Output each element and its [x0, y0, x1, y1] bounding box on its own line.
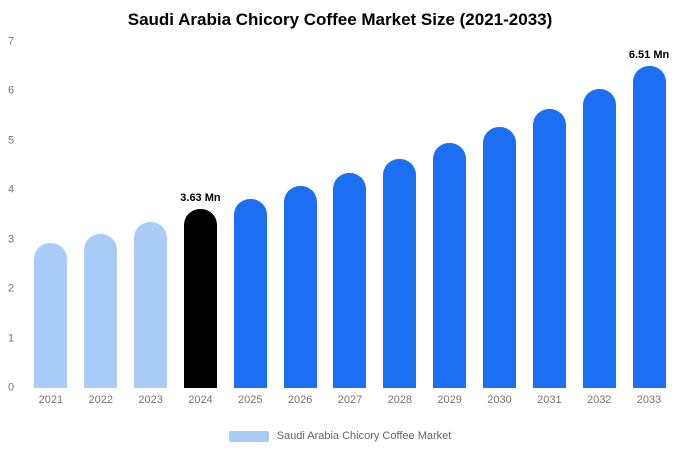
- bar-column-2033: 6.51 Mn: [624, 42, 674, 388]
- x-tick-label-2027: 2027: [337, 394, 363, 406]
- bar-2032: [582, 88, 616, 388]
- x-tick-label-2029: 2029: [437, 394, 462, 406]
- chart-title: Saudi Arabia Chicory Coffee Market Size …: [127, 10, 553, 29]
- bar-column-2024: 3.63 Mn: [176, 42, 226, 388]
- y-tick-label-4: 4: [8, 183, 15, 196]
- bar-2022: [84, 233, 118, 388]
- y-tick-label-6: 6: [8, 84, 15, 97]
- y-tick-label-5: 5: [8, 134, 15, 147]
- bar-column-2026: [275, 42, 325, 388]
- bar-2027: [333, 173, 367, 388]
- y-tick-label-7: 7: [8, 35, 15, 48]
- bar-column-2032: [574, 42, 624, 388]
- x-tick-label-2032: 2032: [586, 394, 612, 406]
- y-tick-label-1: 1: [8, 332, 15, 345]
- bar-column-2025: [225, 42, 275, 388]
- y-tick-label-0: 0: [8, 381, 15, 394]
- bar-column-2029: [425, 42, 475, 388]
- x-tick-label-2023: 2023: [138, 394, 163, 406]
- x-axis: 2021 2022 2023 2024 2025 2026 2027 2028 2029 2030…: [26, 394, 674, 406]
- x-tick-label-2033: 2033: [636, 394, 662, 406]
- bar-column-2027: [325, 42, 375, 388]
- legend[interactable]: Saudi Arabia Chicory Coffee Market: [0, 430, 680, 442]
- y-tick-label-3: 3: [8, 233, 15, 246]
- bar-2025: [233, 199, 267, 388]
- y-axis: 0 1 2 3 4 5 6 7: [0, 36, 22, 393]
- x-tick-label-2021: 2021: [38, 394, 64, 406]
- plot-area: 3.63 Mn 6.51 Mn: [26, 42, 674, 388]
- x-tick-label-2030: 2030: [487, 394, 512, 406]
- x-tick-label-2028: 2028: [387, 394, 413, 406]
- bar-2033: [632, 66, 666, 388]
- bar-2030: [483, 127, 517, 388]
- bar-column-2022: [76, 42, 126, 388]
- legend-swatch[interactable]: [228, 430, 269, 442]
- bar-column-2023: [126, 42, 176, 388]
- x-tick-label-2024: 2024: [188, 394, 213, 406]
- bar-2026: [283, 186, 317, 388]
- x-tick-label-2025: 2025: [238, 394, 263, 406]
- bar-2028: [383, 159, 417, 388]
- x-tick-label-2022: 2022: [88, 394, 113, 406]
- legend-label: Saudi Arabia Chicory Coffee Market: [276, 430, 452, 442]
- bar-column-2021: [26, 42, 76, 388]
- bar-value-label-2024: 3.63 Mn: [180, 191, 221, 204]
- bar-2031: [532, 108, 566, 388]
- bar-column-2030: [475, 42, 525, 388]
- x-tick-label-2026: 2026: [287, 394, 313, 406]
- bar-2024: [183, 208, 217, 388]
- bar-2023: [134, 222, 168, 388]
- bar-2029: [433, 143, 467, 388]
- bar-value-label-2033: 6.51 Mn: [628, 49, 670, 62]
- bar-column-2028: [375, 42, 425, 388]
- bar-2021: [34, 243, 68, 388]
- y-tick-label-2: 2: [8, 282, 15, 295]
- x-tick-label-2031: 2031: [537, 394, 562, 406]
- bar-column-2031: [524, 42, 574, 388]
